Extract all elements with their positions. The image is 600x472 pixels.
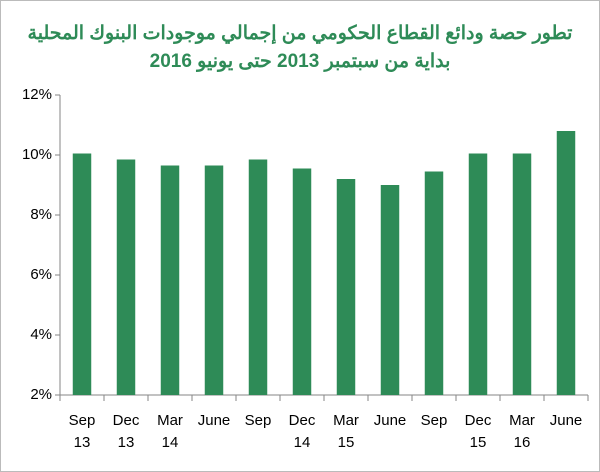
y-tick-label: 12% [22,86,52,103]
y-tick-label: 6% [30,266,52,283]
x-tick-label: June [198,412,231,429]
bar [380,185,400,395]
bar [468,153,488,395]
x-tick-label: 14 [162,434,179,451]
bar [336,179,356,395]
bar [248,159,268,395]
x-tick-label: Dec [113,412,140,429]
chart-subtitle: بداية من سبتمبر 2013 حتى يونيو 2016 [150,51,451,72]
x-tick-label: Mar [157,412,183,429]
x-tick-label: June [550,412,583,429]
y-tick-label: 2% [30,386,52,403]
x-tick-label: 13 [74,434,91,451]
y-tick-label: 10% [22,146,52,163]
x-tick-label: 16 [514,434,531,451]
x-tick-label: 14 [294,434,311,451]
bar [72,153,92,395]
bar [160,165,180,395]
y-tick-label: 8% [30,206,52,223]
x-tick-label: Dec [289,412,316,429]
bar [556,131,576,395]
x-tick-label: 13 [118,434,135,451]
x-tick-label: Sep [245,412,272,429]
x-tick-label: Mar [509,412,535,429]
x-tick-label: 15 [338,434,355,451]
x-tick-label: June [374,412,407,429]
bar [292,168,312,395]
bar [512,153,532,395]
x-tick-label: 15 [470,434,487,451]
x-tick-label: Mar [333,412,359,429]
bar [204,165,224,395]
bar [116,159,136,395]
x-tick-label: Dec [465,412,492,429]
x-tick-label: Sep [69,412,96,429]
chart-title: تطور حصة ودائع القطاع الحكومي من إجمالي … [28,23,573,45]
bar [424,171,444,395]
x-tick-label: Sep [421,412,448,429]
y-tick-label: 4% [30,326,52,343]
